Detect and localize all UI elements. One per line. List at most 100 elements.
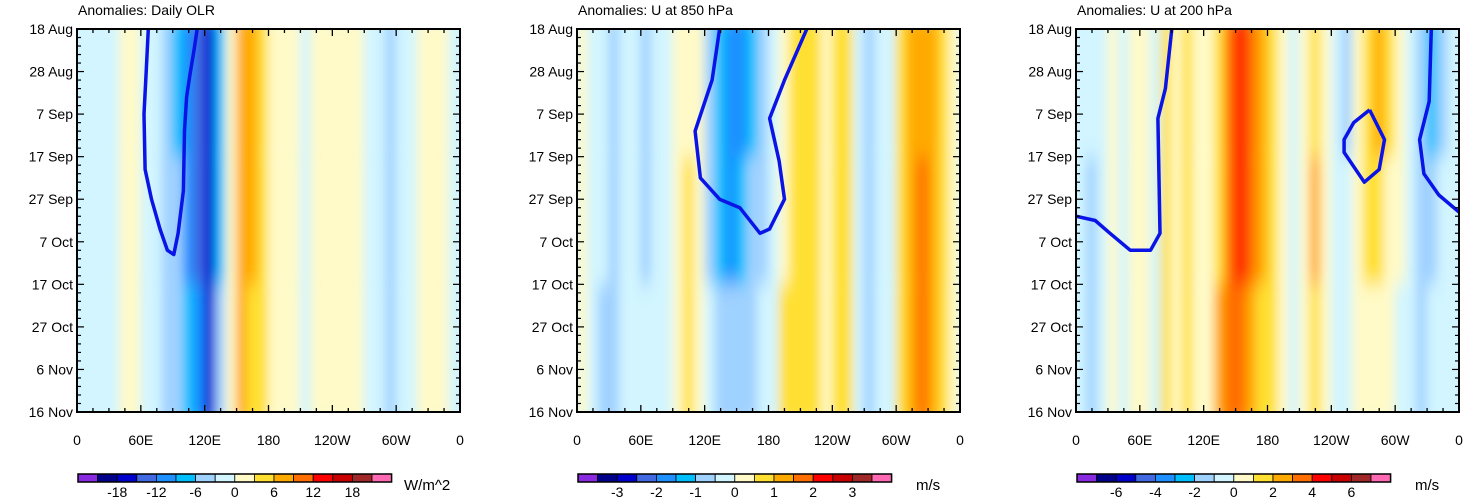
field-cell <box>1171 156 1183 285</box>
field-cell <box>831 156 844 285</box>
colorbar-box <box>1174 473 1196 483</box>
colorbar-box <box>1115 473 1137 483</box>
x-tick-label: 0 <box>573 432 581 448</box>
field-cell <box>1447 156 1459 285</box>
field-cell <box>289 156 301 285</box>
field-cell <box>129 156 142 285</box>
field-cell <box>1415 156 1428 285</box>
field-cell <box>682 29 695 157</box>
field-cell <box>1107 284 1120 412</box>
field-cell <box>416 284 429 412</box>
field-cell <box>927 29 940 157</box>
field-cell <box>842 284 855 412</box>
field-cell <box>246 284 259 412</box>
colorbar-box <box>577 473 599 483</box>
colorbar-box <box>1351 473 1372 483</box>
field-cell <box>714 284 727 412</box>
field-cell <box>948 156 960 285</box>
field-cell <box>768 29 780 157</box>
colorbar-box <box>253 473 275 483</box>
field-cell <box>746 284 759 412</box>
field-cell <box>725 156 738 285</box>
y-tick-label: 7 Sep <box>1035 106 1072 122</box>
field-cell <box>385 29 397 157</box>
field-cell <box>799 29 812 157</box>
y-tick-label: 18 Aug <box>29 21 73 37</box>
field-cell <box>1139 29 1151 157</box>
field-cell <box>214 284 227 412</box>
field-cell <box>1224 29 1237 157</box>
field-cell <box>1437 29 1449 157</box>
field-cell <box>725 29 738 157</box>
x-tick-label: 120E <box>688 432 721 448</box>
field-cell <box>236 284 248 412</box>
x-tick-label: 180 <box>257 432 281 448</box>
field-cell <box>1426 156 1439 285</box>
field-cell <box>1235 156 1247 285</box>
y-tick-label: 28 Aug <box>1028 64 1072 80</box>
field-cell <box>395 29 408 157</box>
field-cell <box>1415 284 1428 412</box>
field-cell <box>172 29 184 157</box>
field-cell <box>268 29 280 157</box>
field-cell <box>778 29 791 157</box>
field-cell <box>257 156 269 285</box>
field-cell <box>916 156 929 285</box>
colorbar-box <box>234 473 255 483</box>
colorbar: -3 -2 -1 0 1 2 3 m/s <box>577 473 940 500</box>
colorbar-label: -1 <box>689 484 702 497</box>
field-cell <box>597 156 610 285</box>
field-cell <box>214 156 227 285</box>
field-cell <box>885 29 897 157</box>
field-cell <box>310 156 323 285</box>
colorbar-frame <box>77 473 393 483</box>
colorbar-label: -2 <box>1188 484 1201 497</box>
y-tick-label: 7 Sep <box>536 106 573 122</box>
field-cell <box>587 284 599 412</box>
field-cell <box>810 156 823 285</box>
y-tick-label: 27 Oct <box>32 319 73 335</box>
field-cell <box>831 29 844 157</box>
field-cell <box>342 284 355 412</box>
field-cell <box>1298 284 1311 412</box>
field-cell <box>1277 156 1290 285</box>
field-cell <box>77 156 89 285</box>
y-tick-label: 18 Aug <box>1028 21 1072 37</box>
field-cell <box>108 156 121 285</box>
colorbar-label: 2 <box>809 484 817 497</box>
field-cell <box>150 284 163 412</box>
colorbar-label: -2 <box>650 484 663 497</box>
field-cell <box>1256 156 1268 285</box>
field-cell <box>1235 284 1247 412</box>
field-cell <box>363 29 376 157</box>
y-tick-label: 27 Sep <box>1028 191 1073 207</box>
field-cell <box>406 156 418 285</box>
field-cell <box>1384 156 1396 285</box>
field-cell <box>1267 156 1279 285</box>
field-cell <box>97 156 110 285</box>
field-cell <box>863 156 876 285</box>
x-tick-label: 0 <box>73 432 81 448</box>
field-cell <box>938 284 950 412</box>
field-cell <box>1341 29 1354 157</box>
x-tick-label: 180 <box>1256 432 1280 448</box>
field-cell <box>927 156 940 285</box>
field-cell <box>140 156 152 285</box>
colorbar-units: W/m^2 <box>404 477 450 494</box>
y-tick-label: 17 Oct <box>1031 276 1072 292</box>
field-cells <box>77 29 460 412</box>
x-tick-label: 120W <box>1313 432 1350 448</box>
field-cell <box>278 156 291 285</box>
field-cell <box>1362 284 1375 412</box>
field-cell <box>1394 284 1407 412</box>
field-cell <box>916 29 929 157</box>
field-cell <box>1076 156 1088 285</box>
colorbar-label: 6 <box>270 484 278 497</box>
field-cell <box>799 284 812 412</box>
colorbar-box <box>871 473 893 483</box>
field-cell <box>363 284 376 412</box>
field-cell <box>225 156 238 285</box>
colorbar-label: 0 <box>731 484 739 497</box>
field-cell <box>704 29 716 157</box>
y-tick-label: 6 Nov <box>536 361 573 377</box>
